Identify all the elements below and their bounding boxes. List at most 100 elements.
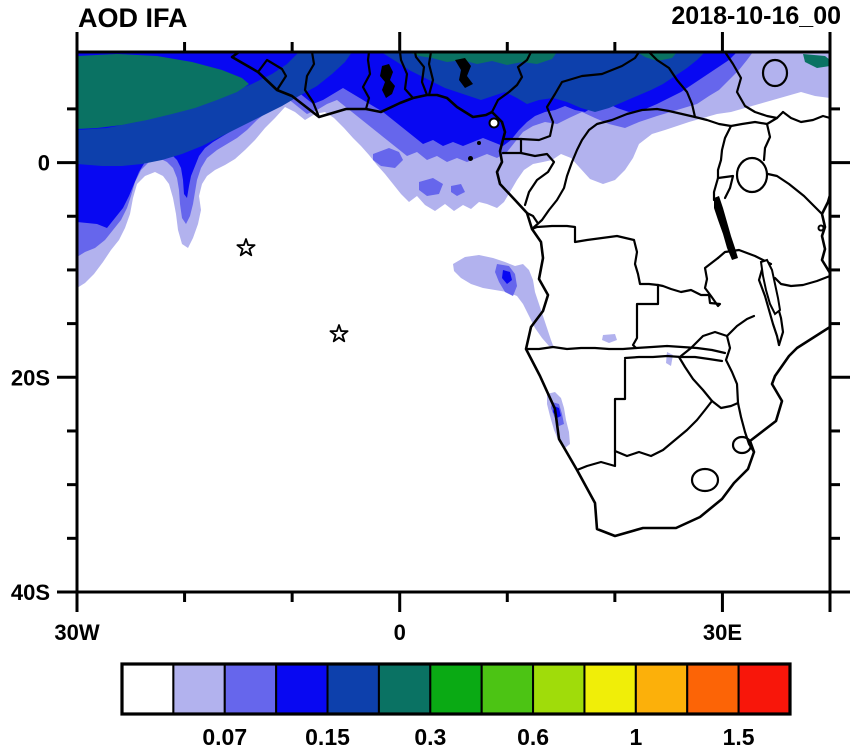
- country-border: [361, 52, 372, 111]
- aod-region-aod-0p07: [451, 184, 465, 196]
- country-border: [613, 399, 714, 458]
- lake: [759, 258, 782, 316]
- lake-or-enclave-outline: [731, 435, 753, 455]
- country-border: [773, 274, 830, 288]
- colorbar-cell: [121, 663, 175, 715]
- country-border: [631, 283, 660, 350]
- island: [488, 117, 500, 129]
- country-border: [716, 174, 735, 200]
- x-axis-tick-label: 30E: [703, 620, 742, 645]
- colorbar-cell: [429, 663, 483, 715]
- colorbar-cell: [737, 663, 791, 715]
- country-border: [725, 314, 756, 338]
- country-border: [519, 52, 641, 142]
- country-border: [781, 110, 830, 124]
- country-border: [519, 151, 556, 207]
- station-markers: [236, 238, 349, 343]
- aod-region-aod-0p07: [419, 178, 443, 196]
- lake: [714, 196, 738, 260]
- aod-region-aod-0p2: [803, 54, 830, 68]
- x-axis-tick-label: 0: [394, 620, 406, 645]
- lake: [455, 58, 473, 88]
- country-border: [757, 264, 781, 347]
- star-marker: [329, 324, 349, 343]
- country-border: [710, 399, 740, 410]
- colorbar-tick-label: 0.6: [517, 724, 549, 747]
- colorbar-tick-label: 0.3: [414, 724, 446, 747]
- country-border: [413, 52, 429, 97]
- page-title: AOD IFA: [78, 3, 188, 33]
- country-border: [530, 224, 660, 287]
- country-border: [524, 345, 638, 351]
- colorbar-outline: [120, 662, 792, 716]
- country-border: [490, 52, 533, 114]
- aod-region-aod-0p05: [453, 255, 554, 348]
- map-panel: [75, 50, 832, 594]
- aod-region-aod-0p2: [77, 54, 249, 129]
- coastline: [820, 193, 830, 275]
- country-border: [525, 211, 539, 224]
- colorbar-cell: [223, 663, 278, 715]
- colorbar: 0.07 0.15 0.3 0.6 1 1.5: [120, 662, 792, 747]
- colorbar-tick-label: 0.07: [202, 724, 247, 747]
- island: [477, 141, 481, 145]
- colorbar-cell: [686, 663, 740, 715]
- colorbar-tick-label: 0.15: [305, 724, 350, 747]
- country-border: [427, 52, 435, 97]
- country-border: [656, 256, 722, 308]
- colorbar-cell: [275, 663, 329, 715]
- axes: 30W 0 30E 0 20S 40S: [11, 32, 850, 645]
- country-border: [647, 52, 697, 119]
- coastline: [230, 52, 830, 538]
- colorbar-tick-label: 1.5: [723, 724, 755, 747]
- lake-or-enclave-outline: [735, 156, 769, 194]
- country-border: [766, 172, 823, 215]
- aod-region-aod-0p2: [637, 52, 677, 61]
- country-border: [398, 52, 415, 100]
- country-border: [762, 122, 772, 162]
- country-border: [716, 248, 773, 266]
- colorbar-cell: [634, 663, 689, 715]
- country-border: [530, 107, 785, 231]
- timestamp: 2018-10-16_00: [671, 2, 841, 30]
- country-border: [501, 137, 523, 155]
- colorbar-cell: [172, 663, 226, 715]
- aod-region-aod-0p05: [602, 334, 617, 343]
- colorbar-cell: [532, 663, 586, 715]
- y-axis-tick-label: 0: [38, 151, 50, 176]
- country-border: [724, 334, 740, 405]
- country-border: [303, 52, 321, 119]
- y-axis-tick-label: 40S: [11, 580, 50, 605]
- aod-region-aod-0p07: [373, 148, 403, 168]
- country-border: [679, 330, 729, 358]
- y-axis-tick-label: 20S: [11, 365, 50, 390]
- star-marker: [236, 238, 256, 257]
- aod-region-aod-0p2: [407, 52, 557, 65]
- country-border: [256, 58, 288, 92]
- island: [817, 224, 825, 232]
- colorbar-cell: [377, 663, 432, 715]
- x-axis-tick-label: 30W: [54, 620, 99, 645]
- colorbar-tick-label: 1: [629, 724, 642, 747]
- country-border: [677, 355, 714, 403]
- country-border: [575, 358, 627, 472]
- lake-or-enclave-outline: [690, 467, 720, 493]
- country-border: [712, 176, 720, 202]
- aod-region-aod-0p1: [502, 270, 512, 284]
- colorbar-cell: [583, 663, 637, 715]
- colorbar-cell: [326, 663, 380, 715]
- country-border: [634, 344, 727, 355]
- lake: [380, 64, 395, 98]
- country-border: [716, 124, 733, 180]
- country-border: [723, 52, 779, 120]
- island: [468, 156, 473, 161]
- country-border: [623, 354, 724, 363]
- aod-region-aod-0p05: [666, 352, 673, 366]
- map-frame: [75, 50, 832, 594]
- colorbar-cell: [480, 663, 535, 715]
- geography-layers: [230, 52, 830, 538]
- lake-or-enclave-outline: [761, 58, 789, 88]
- aod-contour-layers: [77, 52, 830, 448]
